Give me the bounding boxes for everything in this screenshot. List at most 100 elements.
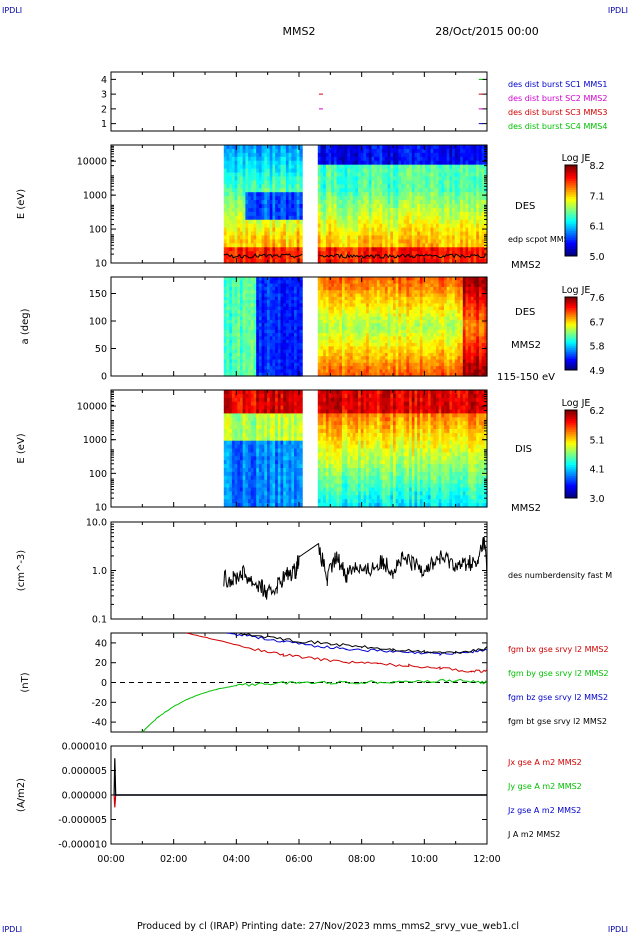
x-tick-label: 12:00 (473, 854, 500, 865)
page-title: MMS2 (283, 25, 316, 38)
colorbar-tick-label: 7.6 (589, 293, 604, 304)
corner-label: IPDLI (2, 925, 22, 934)
y-tick-label: 0.000005 (62, 766, 107, 777)
bfield-line (141, 678, 488, 733)
y-tick-label: 10 (95, 259, 107, 270)
y-tick-label: 1000 (83, 435, 107, 446)
y-tick-label: 40 (95, 638, 107, 649)
y-tick-label: 100 (89, 317, 107, 328)
x-tick-label: 10:00 (411, 854, 438, 865)
des-energy-label: DES (515, 201, 535, 212)
colorbar-tick-label: 5.1 (589, 435, 604, 446)
current-ylabel: (A/m2) (16, 778, 27, 812)
colorbar-tick-label: 6.1 (589, 222, 604, 233)
y-tick-label: 3 (101, 90, 107, 101)
y-tick-label: 10.0 (86, 518, 107, 529)
y-tick-label: 1000 (83, 191, 107, 202)
energy-range-label: 115-150 eV (497, 372, 555, 383)
des-pitch-label: DES (515, 307, 535, 318)
current-legend-item: Jz gse A m2 MMS2 (507, 806, 581, 815)
density-line (223, 537, 488, 600)
y-tick-label: 150 (89, 289, 107, 300)
burst-legend-item: des dist burst SC1 MMS1 (508, 80, 607, 89)
x-tick-label: 00:00 (97, 854, 124, 865)
corner-label: IPDLI (608, 6, 628, 15)
bfield-legend-item: fgm bt gse srvy l2 MMS2 (508, 717, 607, 726)
dis-energy-label: DIS (515, 444, 532, 455)
x-tick-label: 04:00 (223, 854, 250, 865)
scpot-line (223, 253, 486, 259)
burst-legend-item: des dist burst SC3 MMS3 (508, 108, 607, 117)
y-tick-label: 10000 (77, 157, 107, 168)
scpot-label: edp scpot MMS2 (508, 235, 574, 244)
colorbar-tick-label: 6.7 (589, 317, 604, 328)
x-tick-label: 06:00 (285, 854, 312, 865)
y-tick-label: 4 (101, 75, 107, 86)
colorbar-title: Log JE (562, 153, 591, 164)
y-tick-label: 0 (101, 372, 107, 383)
density-panel (110, 521, 488, 620)
y-tick-label: 1 (101, 119, 107, 130)
y-tick-label: 100 (89, 469, 107, 480)
dis-energy-sub: MMS2 (511, 503, 541, 514)
colorbar-tick-label: 5.8 (589, 342, 604, 353)
current-legend-item: Jy gse A m2 MMS2 (507, 782, 582, 791)
current-legend-item: Jx gse A m2 MMS2 (507, 758, 582, 767)
x-tick-label: 08:00 (348, 854, 375, 865)
colorbar-tick-label: 6.2 (589, 406, 604, 417)
dis-energy-spectrogram (223, 390, 488, 508)
colorbar-tick-label: 4.1 (589, 465, 604, 476)
y-tick-label: 10 (95, 503, 107, 514)
colorbar-tick-label: 8.2 (589, 161, 604, 172)
bfield-ylabel: (nT) (20, 672, 31, 692)
colorbar-tick-label: 7.1 (589, 191, 604, 202)
bfield-legend-item: fgm by gse srvy l2 MMS2 (508, 669, 609, 678)
y-tick-label: 0.000010 (62, 742, 107, 753)
bfield-line (236, 632, 488, 654)
dis-energy-colorbar (564, 409, 578, 499)
footer-text: Produced by cl (IRAP) Printing date: 27/… (137, 921, 519, 932)
y-tick-label: -40 (91, 718, 107, 729)
des-pitch-sub: MMS2 (511, 340, 541, 351)
y-tick-label: 2 (101, 104, 107, 115)
y-tick-label: 100 (89, 225, 107, 236)
des-energy-colorbar (564, 164, 578, 257)
density-ylabel: (cm^-3) (16, 550, 27, 591)
y-tick-label: -20 (91, 698, 107, 709)
y-tick-label: 20 (95, 658, 107, 669)
bfield-legend-item: fgm bz gse srvy l2 MMS2 (508, 693, 608, 702)
current-line (113, 794, 487, 808)
y-tick-label: -0.000010 (58, 840, 107, 851)
burst-panel (110, 71, 488, 132)
burst-legend-item: des dist burst SC2 MMS2 (508, 94, 607, 103)
burst-legend-item: des dist burst SC4 MMS4 (508, 122, 607, 131)
density-legend: des numberdensity fast M (508, 571, 612, 580)
des-energy-spectrogram (223, 145, 488, 264)
colorbar-tick-label: 4.9 (589, 366, 604, 377)
date-label: 28/Oct/2015 00:00 (435, 25, 539, 38)
des-pitch-colorbar (564, 296, 578, 371)
bfield-legend-item: fgm bx gse srvy l2 MMS2 (508, 645, 609, 654)
des-energy-sub: MMS2 (511, 260, 541, 271)
corner-label: IPDLI (2, 6, 22, 15)
des-energy-ylabel: E (eV) (16, 189, 27, 219)
x-tick-label: 02:00 (160, 854, 187, 865)
y-tick-label: 0.000000 (62, 791, 107, 802)
y-tick-label: 10000 (77, 402, 107, 413)
bfield-line (226, 632, 488, 657)
y-tick-label: 1.0 (92, 566, 107, 577)
des-pitch-spectrogram (223, 277, 488, 377)
dis-energy-ylabel: E (eV) (16, 433, 27, 463)
y-tick-label: 0 (101, 678, 107, 689)
colorbar-title: Log JE (562, 398, 591, 409)
corner-label: IPDLI (608, 925, 628, 934)
y-tick-label: 0.1 (92, 615, 107, 626)
des-pitch-ylabel: a (deg) (20, 308, 31, 344)
colorbar-title: Log JE (562, 285, 591, 296)
current-line (113, 758, 487, 796)
bfield-line (186, 632, 488, 673)
colorbar-tick-label: 5.0 (589, 252, 604, 263)
y-tick-label: 50 (95, 344, 107, 355)
colorbar-tick-label: 3.0 (589, 494, 604, 505)
